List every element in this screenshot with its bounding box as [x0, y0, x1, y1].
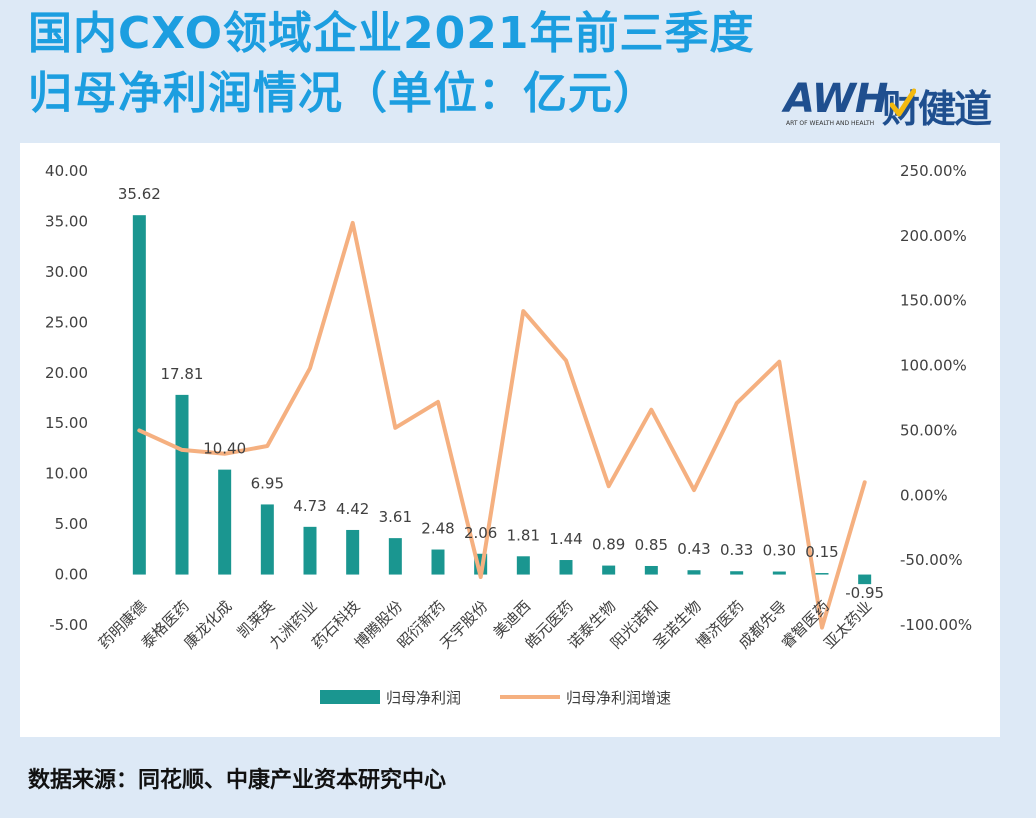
bar-data-label: 0.89: [592, 536, 625, 554]
right-axis-tick-label: 100.00%: [900, 357, 967, 375]
bar-data-label: 17.81: [161, 365, 204, 383]
category-label: 康龙化成: [180, 597, 235, 652]
right-axis-tick-label: 250.00%: [900, 162, 967, 180]
right-axis-tick-label: 150.00%: [900, 292, 967, 310]
left-axis-tick-label: 15.00: [45, 414, 88, 432]
bar-data-label: 1.44: [549, 530, 582, 548]
legend-label-bar: 归母净利润: [386, 689, 461, 707]
chart-canvas: -5.00 0.00 5.00 10.00 15.00 20.00 25.00 30.00 35…: [45, 162, 972, 707]
bar: [687, 570, 701, 575]
left-axis-tick-label: 0.00: [55, 566, 88, 584]
legend-swatch-bar: [320, 690, 380, 704]
bar: [260, 504, 274, 575]
bar-data-label: 0.30: [763, 542, 796, 560]
legend-label-line: 归母净利润增速: [566, 689, 671, 707]
bar-data-label: 10.40: [203, 440, 246, 458]
bar-data-label: 4.42: [336, 500, 369, 518]
bar: [388, 538, 402, 575]
bar-data-label: 2.48: [421, 520, 454, 538]
title-line-2: 归母净利润情况（单位：亿元）: [28, 68, 658, 119]
bar: [303, 526, 317, 575]
bar: [559, 560, 573, 575]
bar: [772, 571, 786, 575]
awh-logo: AWH 财健道 ART OF WEALTH AND HEALTH: [784, 74, 1000, 132]
title-line-1: 国内CXO领域企业2021年前三季度: [28, 8, 755, 59]
left-axis-tick-label: 5.00: [55, 515, 88, 533]
right-axis-tick-label: 0.00%: [900, 486, 948, 504]
bar-data-label: 3.61: [379, 508, 412, 526]
right-axis-tick-label: 50.00%: [900, 421, 957, 439]
logo-mark: AWH: [784, 76, 888, 122]
right-axis-tick-label: -50.00%: [900, 551, 963, 569]
left-axis-tick-label: 30.00: [45, 263, 88, 281]
bar: [132, 215, 146, 575]
right-axis-tick-label: 200.00%: [900, 227, 967, 245]
bar: [602, 565, 616, 575]
growth-line: [137, 220, 867, 630]
bar-data-label: 1.81: [507, 526, 540, 544]
bar: [730, 571, 744, 575]
bar: [218, 469, 232, 575]
bar-data-label: -0.95: [845, 584, 884, 602]
left-axis-tick-label: -5.00: [49, 616, 88, 634]
left-axis-tick-label: 40.00: [45, 162, 88, 180]
bar: [644, 565, 658, 575]
bar-data-label: 0.33: [720, 541, 753, 559]
bar-data-label: 0.85: [635, 536, 668, 554]
bar: [516, 556, 530, 575]
chart-panel: -5.00 0.00 5.00 10.00 15.00 20.00 25.00 30.00 35…: [20, 143, 1000, 737]
logo-check-icon: [890, 88, 916, 117]
bar-data-label: 4.73: [293, 497, 326, 515]
bar-data-label: 0.43: [677, 540, 710, 558]
bar-data-label: 6.95: [251, 474, 284, 492]
left-axis-tick-label: 20.00: [45, 364, 88, 382]
bar: [346, 529, 360, 575]
right-axis-tick-label: -100.00%: [900, 616, 972, 634]
bar-data-label: 0.15: [805, 543, 838, 561]
bar: [175, 394, 189, 575]
source-note: 数据来源：同花顺、中康产业资本研究中心: [28, 767, 447, 793]
bar: [815, 573, 829, 575]
bar: [858, 574, 872, 585]
chart-title: 国内CXO领域企业2021年前三季度 归母净利润情况（单位：亿元）: [28, 4, 755, 124]
bar: [431, 549, 445, 575]
bar-data-label: 2.06: [464, 524, 497, 542]
logo-tagline: ART OF WEALTH AND HEALTH: [786, 120, 875, 127]
left-axis-tick-label: 25.00: [45, 313, 88, 331]
category-label: 天宇股份: [436, 597, 491, 652]
left-axis-tick-label: 35.00: [45, 212, 88, 230]
left-axis-tick-label: 10.00: [45, 465, 88, 483]
bar-data-label: 35.62: [118, 185, 161, 203]
